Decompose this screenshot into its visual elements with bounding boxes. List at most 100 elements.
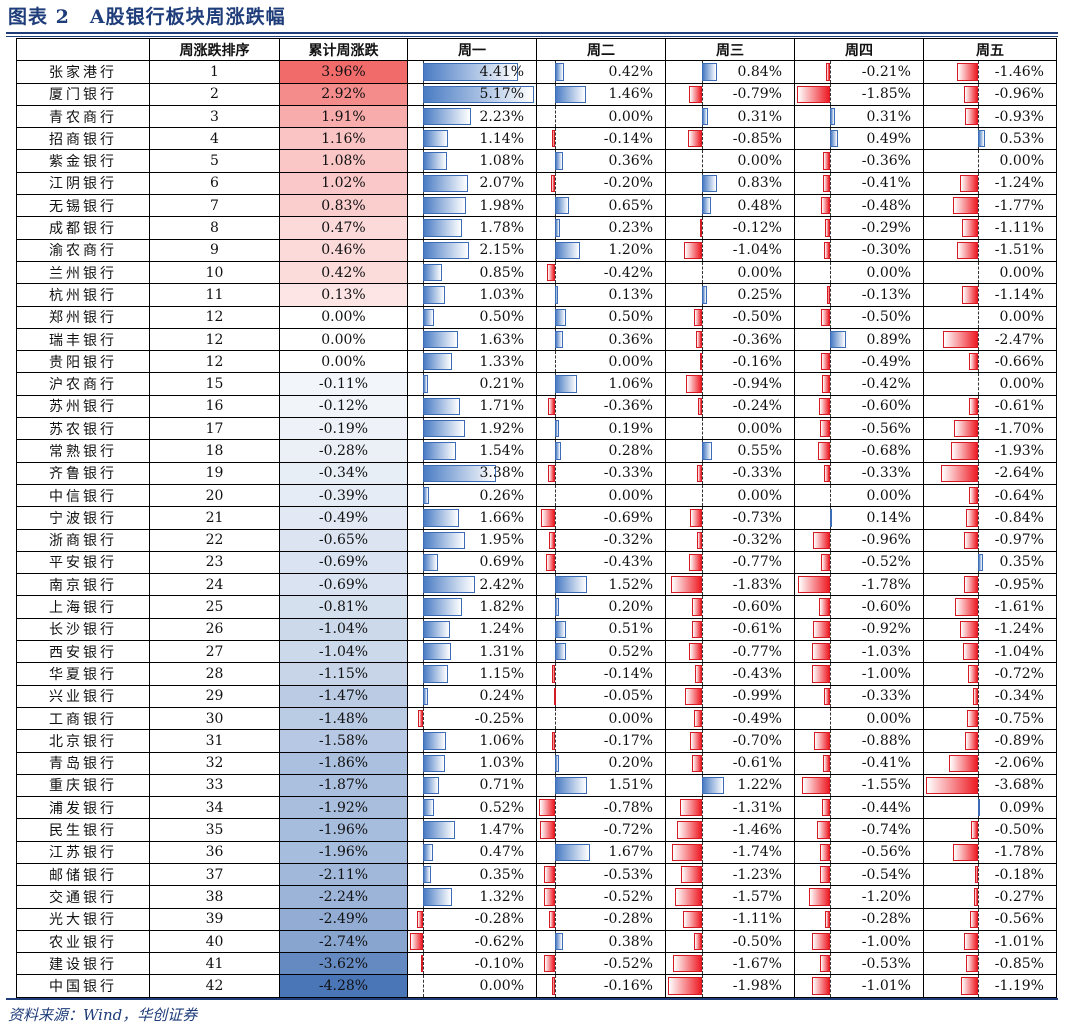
negative-bar — [820, 308, 830, 326]
daily-change-label: -0.96% — [994, 86, 1044, 103]
zero-axis — [702, 931, 704, 952]
positive-bar — [423, 130, 448, 148]
daily-change-label: -0.33% — [603, 465, 653, 482]
zero-axis — [829, 396, 831, 417]
daily-change-cell: 1.63% — [407, 327, 537, 352]
daily-change-cell: -0.50% — [665, 305, 795, 329]
positive-bar — [423, 85, 535, 103]
zero-axis — [977, 753, 979, 774]
daily-change-label: -0.52% — [603, 955, 653, 972]
daily-change-label: 0.83% — [737, 175, 782, 192]
daily-change-label: 0.09% — [999, 799, 1044, 816]
zero-axis — [829, 440, 831, 462]
daily-change-label: 0.50% — [479, 309, 524, 326]
rank-cell: 16 — [149, 394, 280, 419]
zero-axis — [977, 262, 979, 283]
negative-bar — [967, 665, 978, 683]
table-row: 兰州银行 10 0.42% 0.85% -0.42% 0.00% 0.00% 0.00% — [16, 260, 1057, 285]
daily-change-cell: 2.42% — [407, 573, 537, 597]
daily-change-label: -1.61% — [994, 599, 1044, 616]
table-row: 长沙银行 26 -1.04% 1.24% 0.51% -0.61% -0.92% -1.24% — [16, 617, 1057, 642]
daily-change-label: -0.30% — [861, 242, 911, 259]
negative-bar — [969, 397, 978, 416]
cumulative-change-cell: 0.47% — [279, 216, 408, 240]
negative-bar — [819, 843, 830, 861]
bank-name-cell: 瑞丰银行 — [16, 327, 150, 352]
cumulative-change-cell: 1.16% — [279, 127, 408, 151]
daily-change-label: 0.89% — [866, 331, 911, 348]
daily-change-cell: -0.16% — [665, 350, 795, 374]
zero-axis — [702, 240, 704, 261]
daily-change-cell: -1.98% — [665, 974, 795, 998]
daily-change-label: 0.00% — [608, 353, 653, 370]
zero-axis — [977, 485, 979, 506]
bank-name-cell: 浙商银行 — [16, 528, 150, 552]
negative-bar — [820, 553, 830, 572]
daily-change-cell: -0.61% — [665, 617, 795, 642]
daily-change-label: -0.60% — [861, 599, 911, 616]
daily-change-cell: -0.73% — [665, 506, 795, 530]
bank-name-cell: 常熟银行 — [16, 439, 150, 463]
daily-change-cell: 0.00% — [923, 149, 1057, 173]
positive-bar — [702, 174, 717, 193]
daily-change-cell: -0.69% — [536, 506, 666, 530]
daily-change-cell: 1.08% — [407, 149, 537, 173]
bank-name-cell: 上海银行 — [16, 595, 150, 619]
daily-change-label: -0.43% — [603, 554, 653, 571]
table-row: 交通银行 38 -2.24% 1.32% -0.52% -1.57% -1.20% -0.27… — [16, 885, 1057, 909]
daily-change-cell: -0.61% — [665, 751, 795, 775]
daily-change-label: -0.12% — [732, 220, 782, 237]
zero-axis — [977, 351, 979, 372]
negative-bar — [964, 531, 978, 549]
daily-change-cell: -1.85% — [794, 82, 924, 106]
negative-bar — [548, 464, 556, 482]
rank-cell: 9 — [149, 238, 280, 262]
zero-axis — [977, 663, 979, 685]
daily-change-cell: -0.72% — [536, 818, 666, 842]
column-header: 周三 — [665, 37, 795, 62]
bank-name-cell: 交通银行 — [16, 885, 150, 909]
negative-bar — [417, 709, 424, 728]
negative-bar — [811, 643, 830, 661]
daily-change-cell: -1.51% — [923, 238, 1057, 262]
daily-change-cell: 1.33% — [407, 350, 537, 374]
daily-change-cell: -0.85% — [923, 952, 1057, 976]
positive-bar — [423, 241, 470, 259]
negative-bar — [681, 865, 703, 884]
daily-change-cell: -0.96% — [923, 82, 1057, 106]
zero-axis — [555, 351, 557, 372]
negative-bar — [957, 63, 978, 81]
table-row: 贵阳银行 12 0.00% 1.33% 0.00% -0.16% -0.49% -0.66% — [16, 350, 1057, 374]
daily-change-label: -0.49% — [861, 353, 911, 370]
zero-axis — [702, 485, 704, 506]
daily-change-label: -0.42% — [861, 376, 911, 393]
negative-bar — [421, 955, 424, 973]
positive-bar — [423, 464, 496, 482]
daily-change-cell: 0.00% — [536, 104, 666, 129]
daily-change-cell: -1.01% — [923, 929, 1057, 954]
daily-change-cell: 0.13% — [536, 283, 666, 307]
daily-change-label: -1.01% — [861, 978, 911, 995]
negative-bar — [827, 286, 830, 304]
table-row: 沪农商行 15 -0.11% 0.21% 1.06% -0.94% -0.42% 0.00% — [16, 372, 1057, 396]
daily-change-cell: 2.23% — [407, 104, 537, 129]
zero-axis — [829, 753, 831, 774]
negative-bar — [819, 420, 830, 438]
negative-bar — [963, 932, 978, 951]
daily-change-label: -0.32% — [603, 532, 653, 549]
negative-bar — [956, 241, 978, 259]
cumulative-change-cell: -0.81% — [279, 595, 408, 619]
daily-change-cell: 2.15% — [407, 238, 537, 262]
daily-change-cell: 0.84% — [665, 60, 795, 84]
rank-cell: 38 — [149, 885, 280, 909]
positive-bar — [555, 241, 581, 259]
daily-change-label: -0.60% — [861, 398, 911, 415]
rank-cell: 21 — [149, 506, 280, 530]
negative-bar — [694, 665, 703, 683]
rank-cell: 33 — [149, 773, 280, 798]
footer-rule — [6, 998, 1058, 1000]
bank-name-cell: 民生银行 — [16, 818, 150, 842]
daily-change-label: 0.00% — [999, 264, 1044, 281]
positive-bar — [555, 598, 560, 616]
table-row: 常熟银行 18 -0.28% 1.54% 0.28% 0.55% -0.68% -1.93% — [16, 439, 1057, 463]
